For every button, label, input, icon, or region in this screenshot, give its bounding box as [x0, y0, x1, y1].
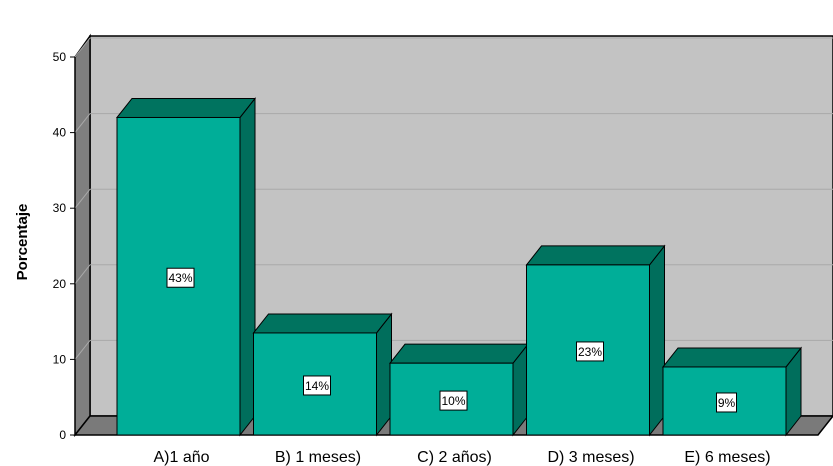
data-label: 23%	[578, 345, 602, 359]
gridline-side	[74, 340, 91, 360]
x-axis-labels: A)1 año B) 1 meses) C) 2 años) D) 3 meses) E…	[153, 449, 770, 466]
y-tick-label: 30	[53, 201, 67, 215]
data-label: 43%	[168, 271, 192, 285]
data-label-box	[166, 267, 195, 288]
data-label: 9%	[718, 396, 736, 410]
gridline-side	[74, 37, 91, 58]
y-axis-ticks: 0 10 20 30 40 50	[53, 50, 76, 442]
x-tick-label: A)1 año	[153, 449, 209, 466]
bar-side	[649, 244, 665, 437]
data-label-box	[576, 341, 604, 362]
bar-side	[239, 97, 256, 437]
y-axis-label: Porcentaje	[14, 204, 31, 281]
bar-top	[388, 343, 530, 364]
bar: 43%	[115, 97, 257, 437]
data-label-box	[303, 375, 331, 396]
bar-side	[376, 312, 392, 437]
bar: 10%	[388, 342, 530, 437]
bar-top	[115, 97, 257, 118]
bar-top	[525, 245, 666, 266]
x-tick-label: C) 2 años)	[417, 449, 492, 466]
bar: 9%	[661, 346, 803, 437]
x-tick-label: B) 1 meses)	[275, 449, 361, 466]
gridline-side	[74, 113, 91, 133]
bars: 43% 14% 10% 23% 9%	[115, 97, 803, 437]
y-tick-label: 50	[53, 50, 67, 64]
bar: 14%	[252, 312, 393, 437]
data-label: 14%	[305, 379, 329, 393]
y-tick-label: 0	[59, 428, 66, 442]
x-tick-label: E) 6 meses)	[684, 449, 770, 466]
side-wall	[74, 33, 91, 438]
y-tick-label: 40	[53, 126, 67, 140]
bar-top	[252, 313, 393, 334]
data-label-box	[716, 392, 737, 413]
gridline-side	[74, 264, 91, 285]
y-tick-label: 10	[53, 352, 67, 366]
y-tick-label: 20	[53, 277, 67, 291]
bar-top	[661, 347, 803, 368]
x-tick-label: D) 3 meses)	[547, 449, 634, 466]
bar: 23%	[525, 244, 666, 437]
data-label: 10%	[441, 394, 465, 408]
gridline-side	[74, 188, 91, 209]
data-label-box	[439, 390, 468, 411]
